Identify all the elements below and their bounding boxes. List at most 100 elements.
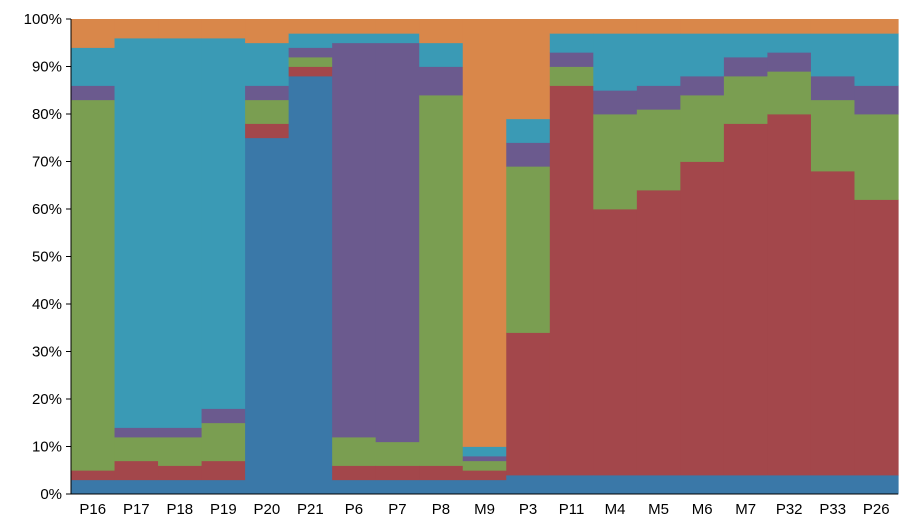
bar-segment-P26-cluster-4: [854, 85, 899, 115]
bar-segment-P6-cluster-4: [332, 42, 377, 438]
y-tick-label: 80%: [32, 106, 62, 123]
bar-segment-P16-cluster-4: [71, 85, 116, 101]
y-tick-label: 50%: [32, 249, 62, 266]
bar-segment-M9-cluster-6: [462, 19, 507, 447]
bar-segment-P6-cluster-1: [332, 479, 377, 495]
bar-segment-M7-cluster-4: [723, 57, 769, 77]
bar-segment-P18-cluster-3: [158, 437, 203, 466]
bar-segment-P26-cluster-6: [854, 19, 899, 34]
bar-segment-P17-cluster-5: [114, 38, 159, 428]
bar-segment-P21-cluster-5: [288, 33, 333, 48]
y-tick-label: 40%: [32, 296, 62, 313]
bar-segment-P33-cluster-2: [810, 171, 856, 476]
bar-segment-P3-cluster-2: [506, 332, 551, 476]
bar-segment-P3-cluster-4: [506, 142, 551, 167]
bar-segment-P8-cluster-2: [419, 465, 464, 481]
bar-segment-P18-cluster-5: [158, 38, 203, 428]
bar-segment-P21-cluster-6: [288, 19, 333, 34]
bar-segment-M5-cluster-4: [636, 85, 681, 110]
bar-segment-M4-cluster-3: [593, 114, 638, 210]
x-tick-label: P17: [123, 501, 150, 518]
x-tick-label: P16: [79, 501, 106, 518]
bar-segment-P20-cluster-1: [245, 137, 290, 495]
bar-segment-P7-cluster-5: [375, 33, 420, 44]
x-tick-label: P6: [345, 501, 363, 518]
bar-segment-P19-cluster-4: [201, 408, 246, 424]
bar-segment-P26-cluster-2: [854, 199, 899, 476]
x-tick-label: P3: [519, 501, 537, 518]
bar-segment-P21-cluster-2: [288, 66, 333, 77]
bar-segment-P33-cluster-4: [810, 76, 856, 101]
bar-segment-P18-cluster-2: [158, 465, 203, 481]
bar-segment-P16-cluster-1: [71, 479, 116, 495]
x-tick-label: P26: [863, 501, 890, 518]
x-tick-label: P32: [776, 501, 803, 518]
bar-segment-P33-cluster-5: [810, 33, 856, 77]
bar-segment-P7-cluster-4: [375, 42, 420, 443]
bar-segment-P21-cluster-1: [288, 76, 333, 495]
x-tick-label: P20: [254, 501, 281, 518]
bar-segment-P8-cluster-6: [419, 19, 464, 44]
x-tick-label: P18: [166, 501, 193, 518]
y-tick-label: 20%: [32, 391, 62, 408]
bar-segment-P26-cluster-5: [854, 33, 899, 86]
y-tick-label: 0%: [40, 486, 62, 503]
bar-segment-P8-cluster-4: [419, 66, 464, 96]
bar-segment-M7-cluster-5: [723, 33, 769, 58]
bar-segment-P6-cluster-2: [332, 465, 377, 481]
bar-segment-P32-cluster-1: [767, 475, 812, 495]
bar-segment-P3-cluster-1: [506, 475, 551, 495]
bar-segment-M9-cluster-5: [462, 446, 507, 457]
bar-segment-P6-cluster-6: [332, 19, 377, 34]
bar-segment-P3-cluster-3: [506, 166, 551, 333]
bar-segment-M6-cluster-2: [680, 161, 725, 476]
bar-segment-P19-cluster-3: [201, 422, 246, 462]
x-tick-label: M4: [605, 501, 626, 518]
bar-segment-M9-cluster-4: [462, 456, 507, 462]
bar-segment-P8-cluster-1: [419, 479, 464, 495]
bar-segment-P16-cluster-2: [71, 470, 116, 481]
bar-segment-P21-cluster-4: [288, 47, 333, 58]
x-tick-label: P19: [210, 501, 237, 518]
bar-segment-M5-cluster-6: [636, 19, 681, 34]
bar-segment-M6-cluster-5: [680, 33, 725, 77]
bar-segment-P19-cluster-6: [201, 19, 246, 39]
bar-segment-M6-cluster-6: [680, 19, 725, 34]
bar-segment-P20-cluster-2: [245, 123, 290, 139]
x-tick-label: M5: [648, 501, 669, 518]
bar-segment-P17-cluster-4: [114, 427, 159, 438]
y-tick-label: 30%: [32, 344, 62, 361]
bar-segment-P19-cluster-1: [201, 479, 246, 495]
bar-segment-P19-cluster-5: [201, 38, 246, 409]
bar-segment-P32-cluster-6: [767, 19, 812, 34]
bar-segment-M7-cluster-3: [723, 76, 769, 124]
bar-segment-M4-cluster-6: [593, 19, 638, 34]
y-axis-ticks: 0% 10% 20% 30% 40% 50% 60% 70% 80% 90% 100%: [24, 11, 71, 503]
bar-segment-P11-cluster-4: [549, 52, 594, 67]
x-tick-label: P11: [559, 501, 585, 518]
bar-segment-P8-cluster-3: [419, 95, 464, 466]
bar-segment-P11-cluster-6: [549, 19, 594, 34]
bar-segment-P7-cluster-2: [375, 465, 420, 481]
bar-segment-P17-cluster-6: [114, 19, 159, 39]
bar-segment-M6-cluster-4: [680, 76, 725, 96]
bar-segment-P32-cluster-2: [767, 114, 812, 476]
y-tick-label: 60%: [32, 201, 62, 218]
bar-segment-P7-cluster-3: [375, 441, 420, 466]
bar-segment-M4-cluster-5: [593, 33, 638, 91]
x-axis-ticks: P16 P17 P18 P19 P20 P21 P6 P7 P8 M9 P3 P11 M4 M5 M6 M7 P…: [79, 501, 889, 518]
bar-segment-P7-cluster-1: [375, 479, 420, 495]
bar-segment-M6-cluster-3: [680, 95, 725, 162]
x-tick-label: P7: [388, 501, 406, 518]
bar-segment-M9-cluster-2: [462, 470, 507, 481]
bar-segment-M7-cluster-1: [723, 475, 769, 495]
bar-segment-M4-cluster-4: [593, 90, 638, 115]
x-tick-label: P33: [819, 501, 846, 518]
y-tick-label: 70%: [32, 154, 62, 171]
bar-segment-P7-cluster-6: [375, 19, 420, 34]
bar-segment-M9-cluster-3: [462, 460, 507, 471]
bar-segment-M5-cluster-1: [636, 475, 681, 495]
bar-segment-P17-cluster-1: [114, 479, 159, 495]
bar-segment-P33-cluster-1: [810, 475, 856, 495]
bar-segment-P26-cluster-3: [854, 114, 899, 200]
